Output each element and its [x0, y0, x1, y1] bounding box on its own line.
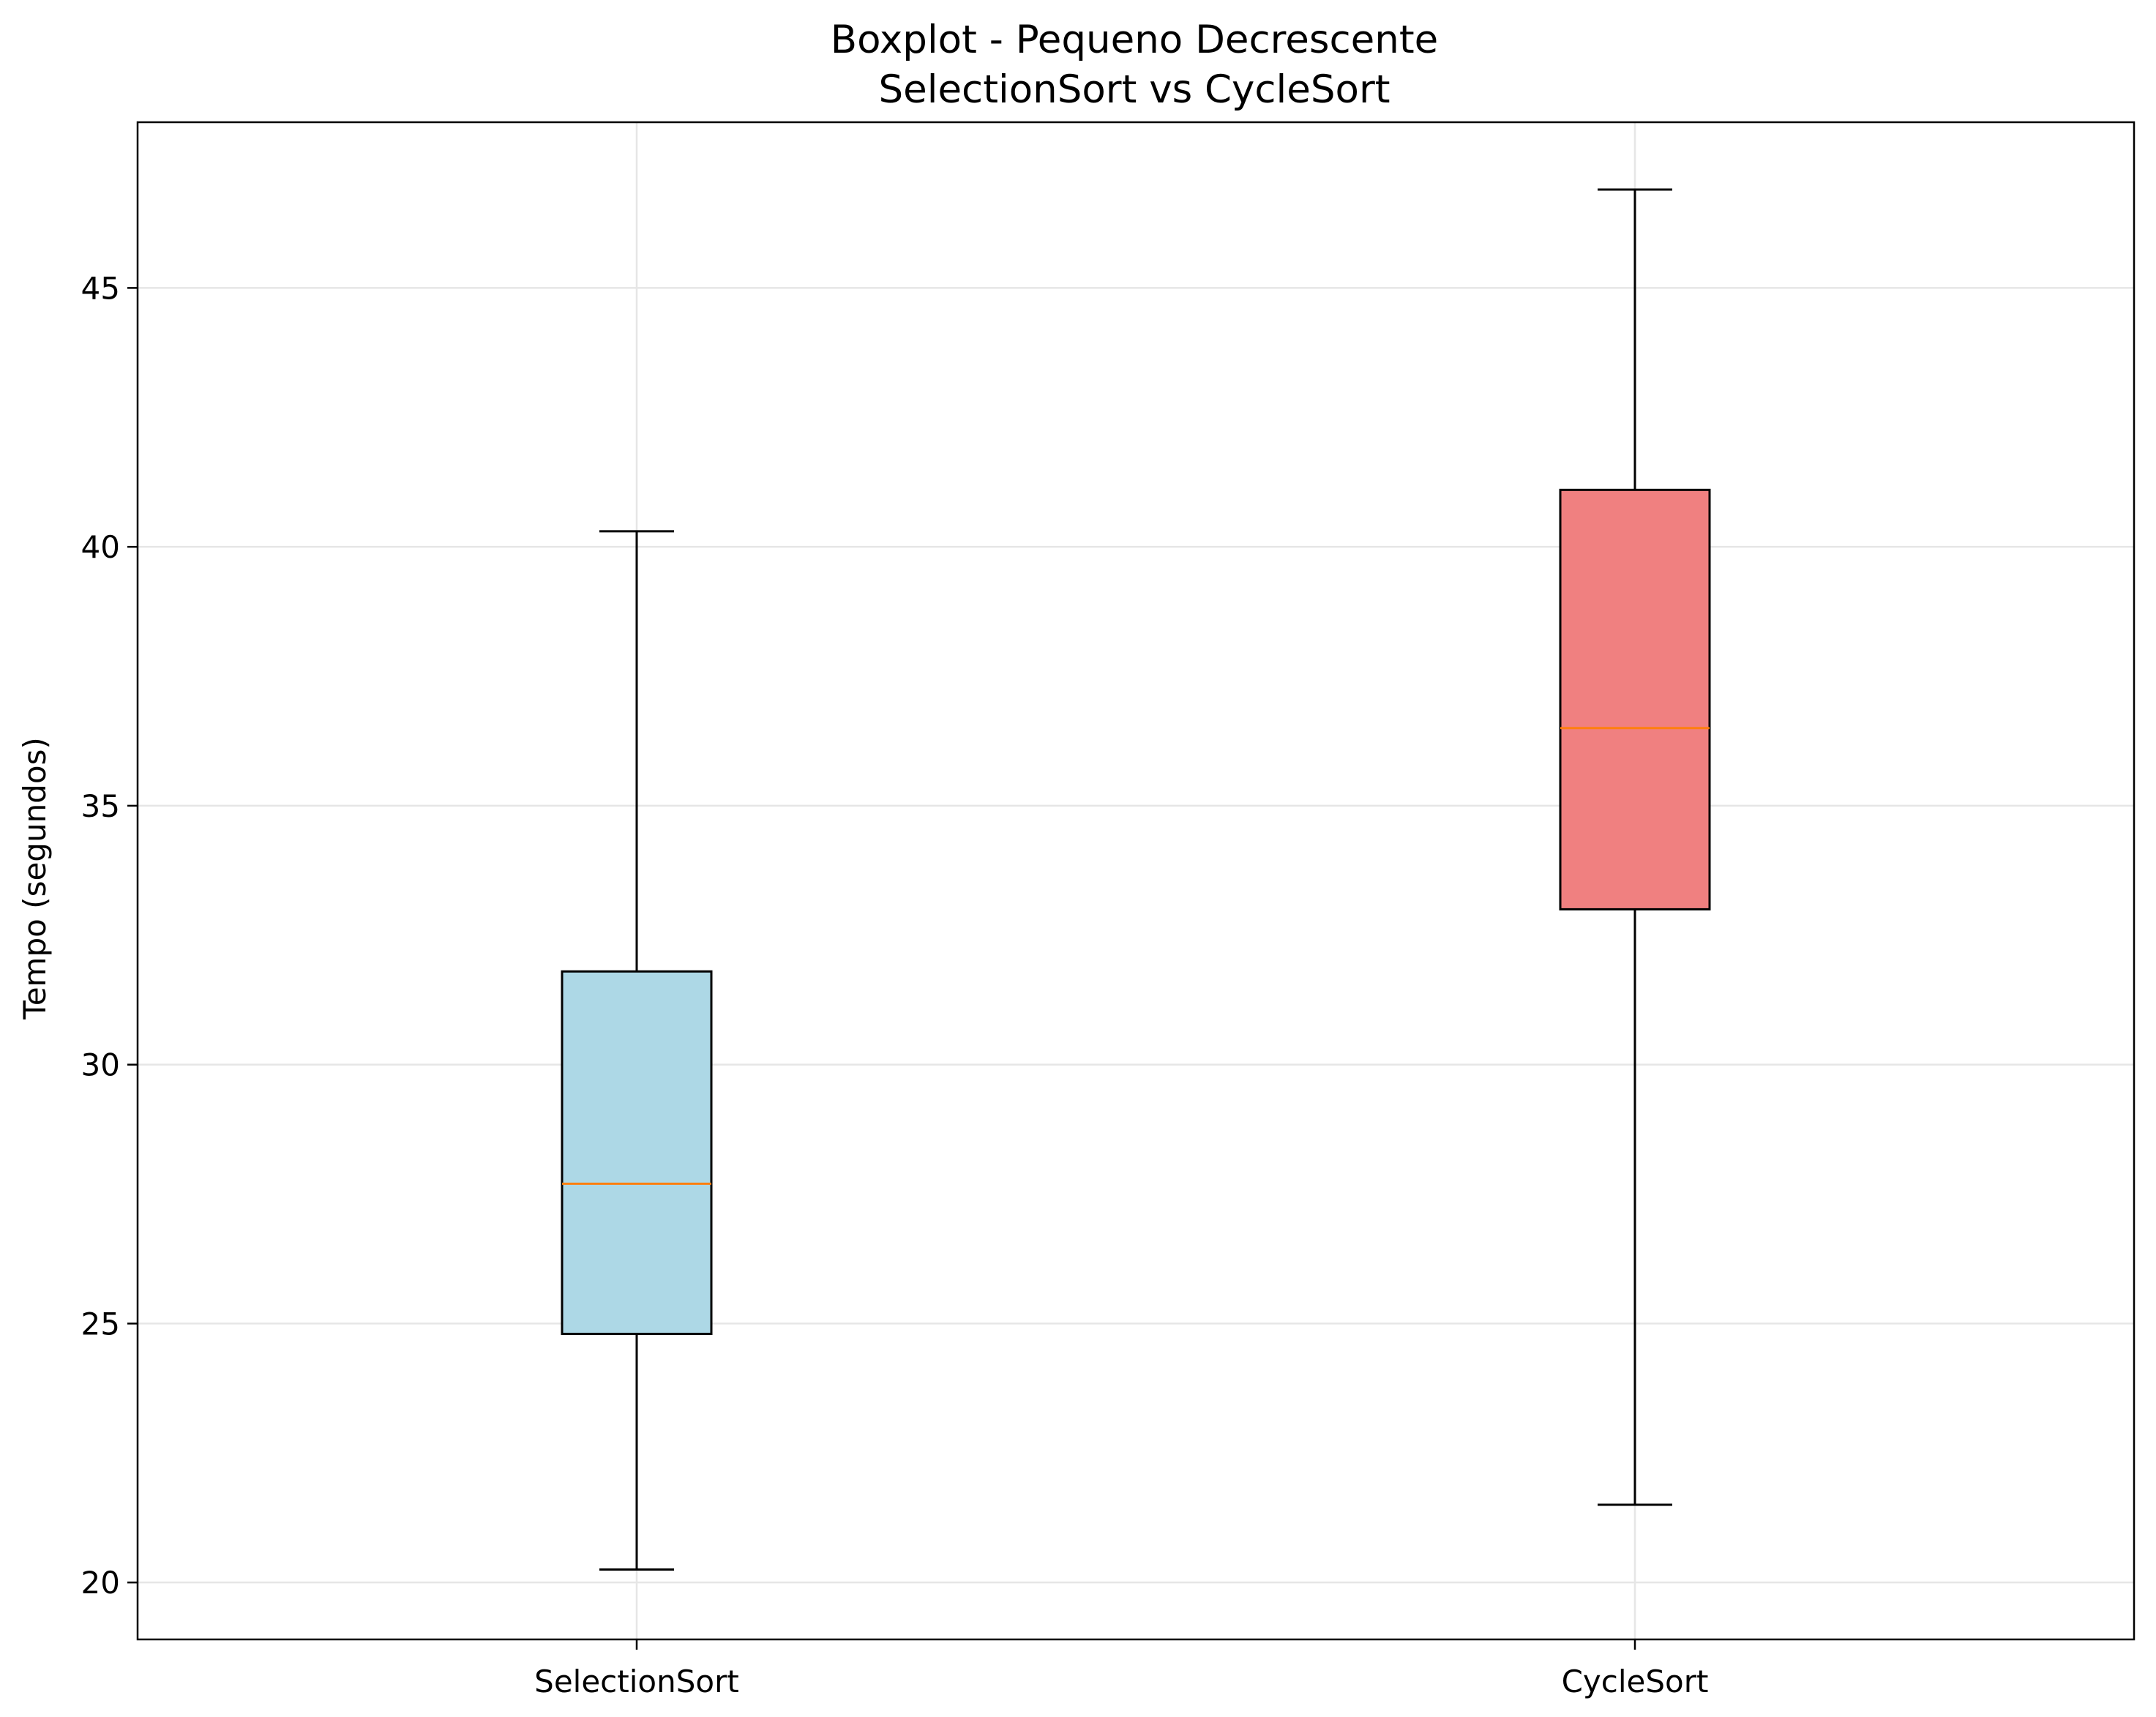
y-tick-label: 40 [81, 529, 120, 565]
box-SelectionSort [561, 530, 713, 1571]
iqr-box [561, 970, 713, 1336]
y-tick-label: 45 [81, 270, 120, 306]
box-CycleSort [1559, 188, 1711, 1506]
y-axis-label: Tempo (segundos) [17, 737, 53, 1020]
y-tick-label: 30 [81, 1047, 120, 1083]
axes: 20 25 30 35 40 45 SelectionSort CycleSort [81, 121, 2136, 1699]
plot-frame [136, 121, 2136, 1641]
chart-title-line-1: Boxplot - Pequeno Decrescente [831, 18, 1438, 62]
x-tick-label: CycleSort [1562, 1664, 1709, 1699]
chart-title-line-2: SelectionSort vs CycleSort [878, 67, 1390, 112]
y-tick-label: 20 [81, 1565, 120, 1601]
y-tick-label: 35 [81, 788, 120, 824]
x-tick-label: SelectionSort [534, 1664, 739, 1699]
y-tick-label: 25 [81, 1306, 120, 1342]
grid-lines [138, 122, 2134, 1639]
iqr-box [1559, 488, 1711, 910]
box-layer [561, 188, 1711, 1571]
